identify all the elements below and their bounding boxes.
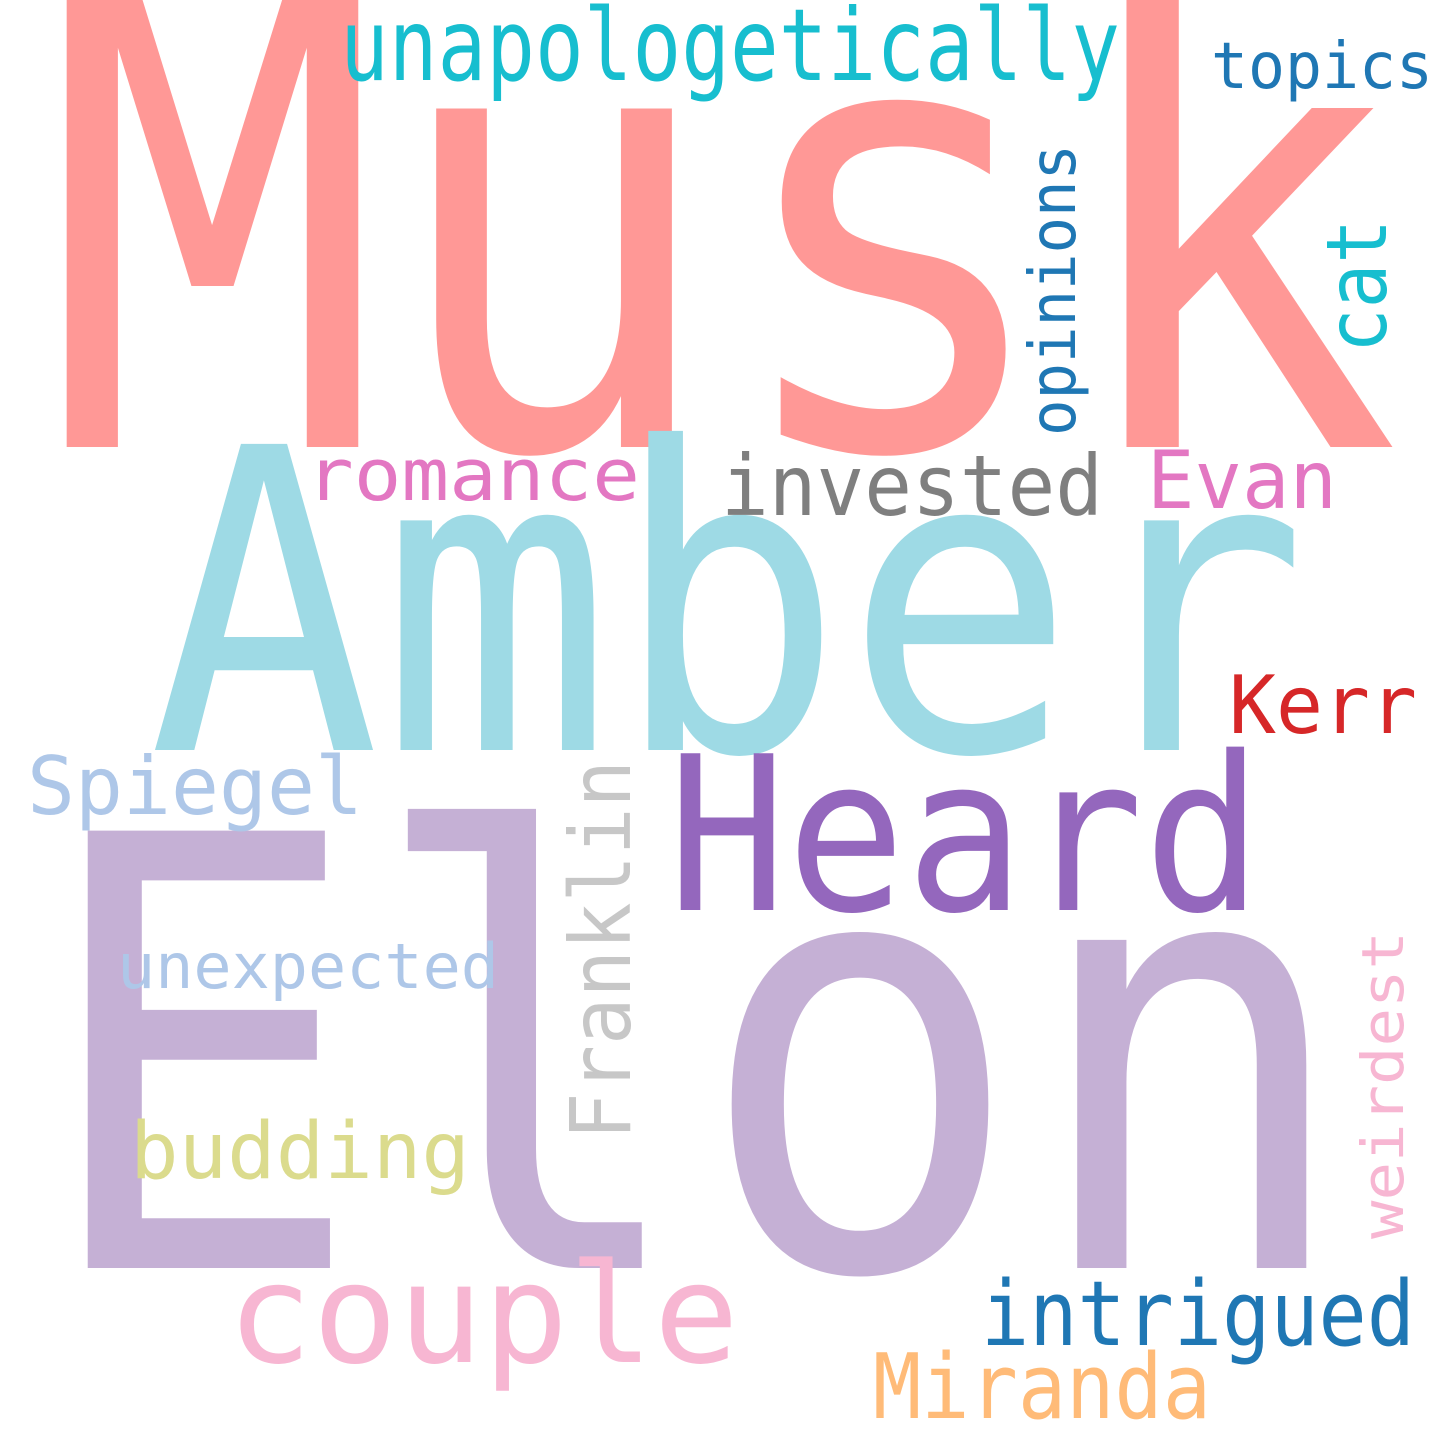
word-cat: cat [1308, 219, 1406, 353]
word-miranda: Miranda [873, 1335, 1211, 1440]
word-topics: topics [1211, 30, 1433, 104]
word-budding: budding [130, 1107, 470, 1197]
word-kerr: Kerr [1229, 659, 1417, 752]
word-spiegel: Spiegel [27, 740, 363, 833]
word-intrigued: intrigued [981, 1262, 1415, 1367]
word-franklin: Franklin [552, 760, 650, 1140]
word-heard: Heard [668, 710, 1263, 961]
word-invested: invested [721, 437, 1103, 535]
word-evan: Evan [1147, 434, 1337, 527]
word-romance: romance [306, 433, 640, 517]
word-unapologetically: unapologetically [340, 0, 1120, 104]
word-elon: Elon [35, 711, 1355, 1410]
word-musk: Musk [43, 0, 1401, 594]
word-amber: Amber [148, 361, 1308, 850]
word-weirdest: weirdest [1349, 931, 1417, 1239]
word-opinions: opinions [1017, 144, 1091, 436]
word-unexpected: unexpected [117, 930, 499, 1003]
word-couple: couple [227, 1234, 739, 1395]
